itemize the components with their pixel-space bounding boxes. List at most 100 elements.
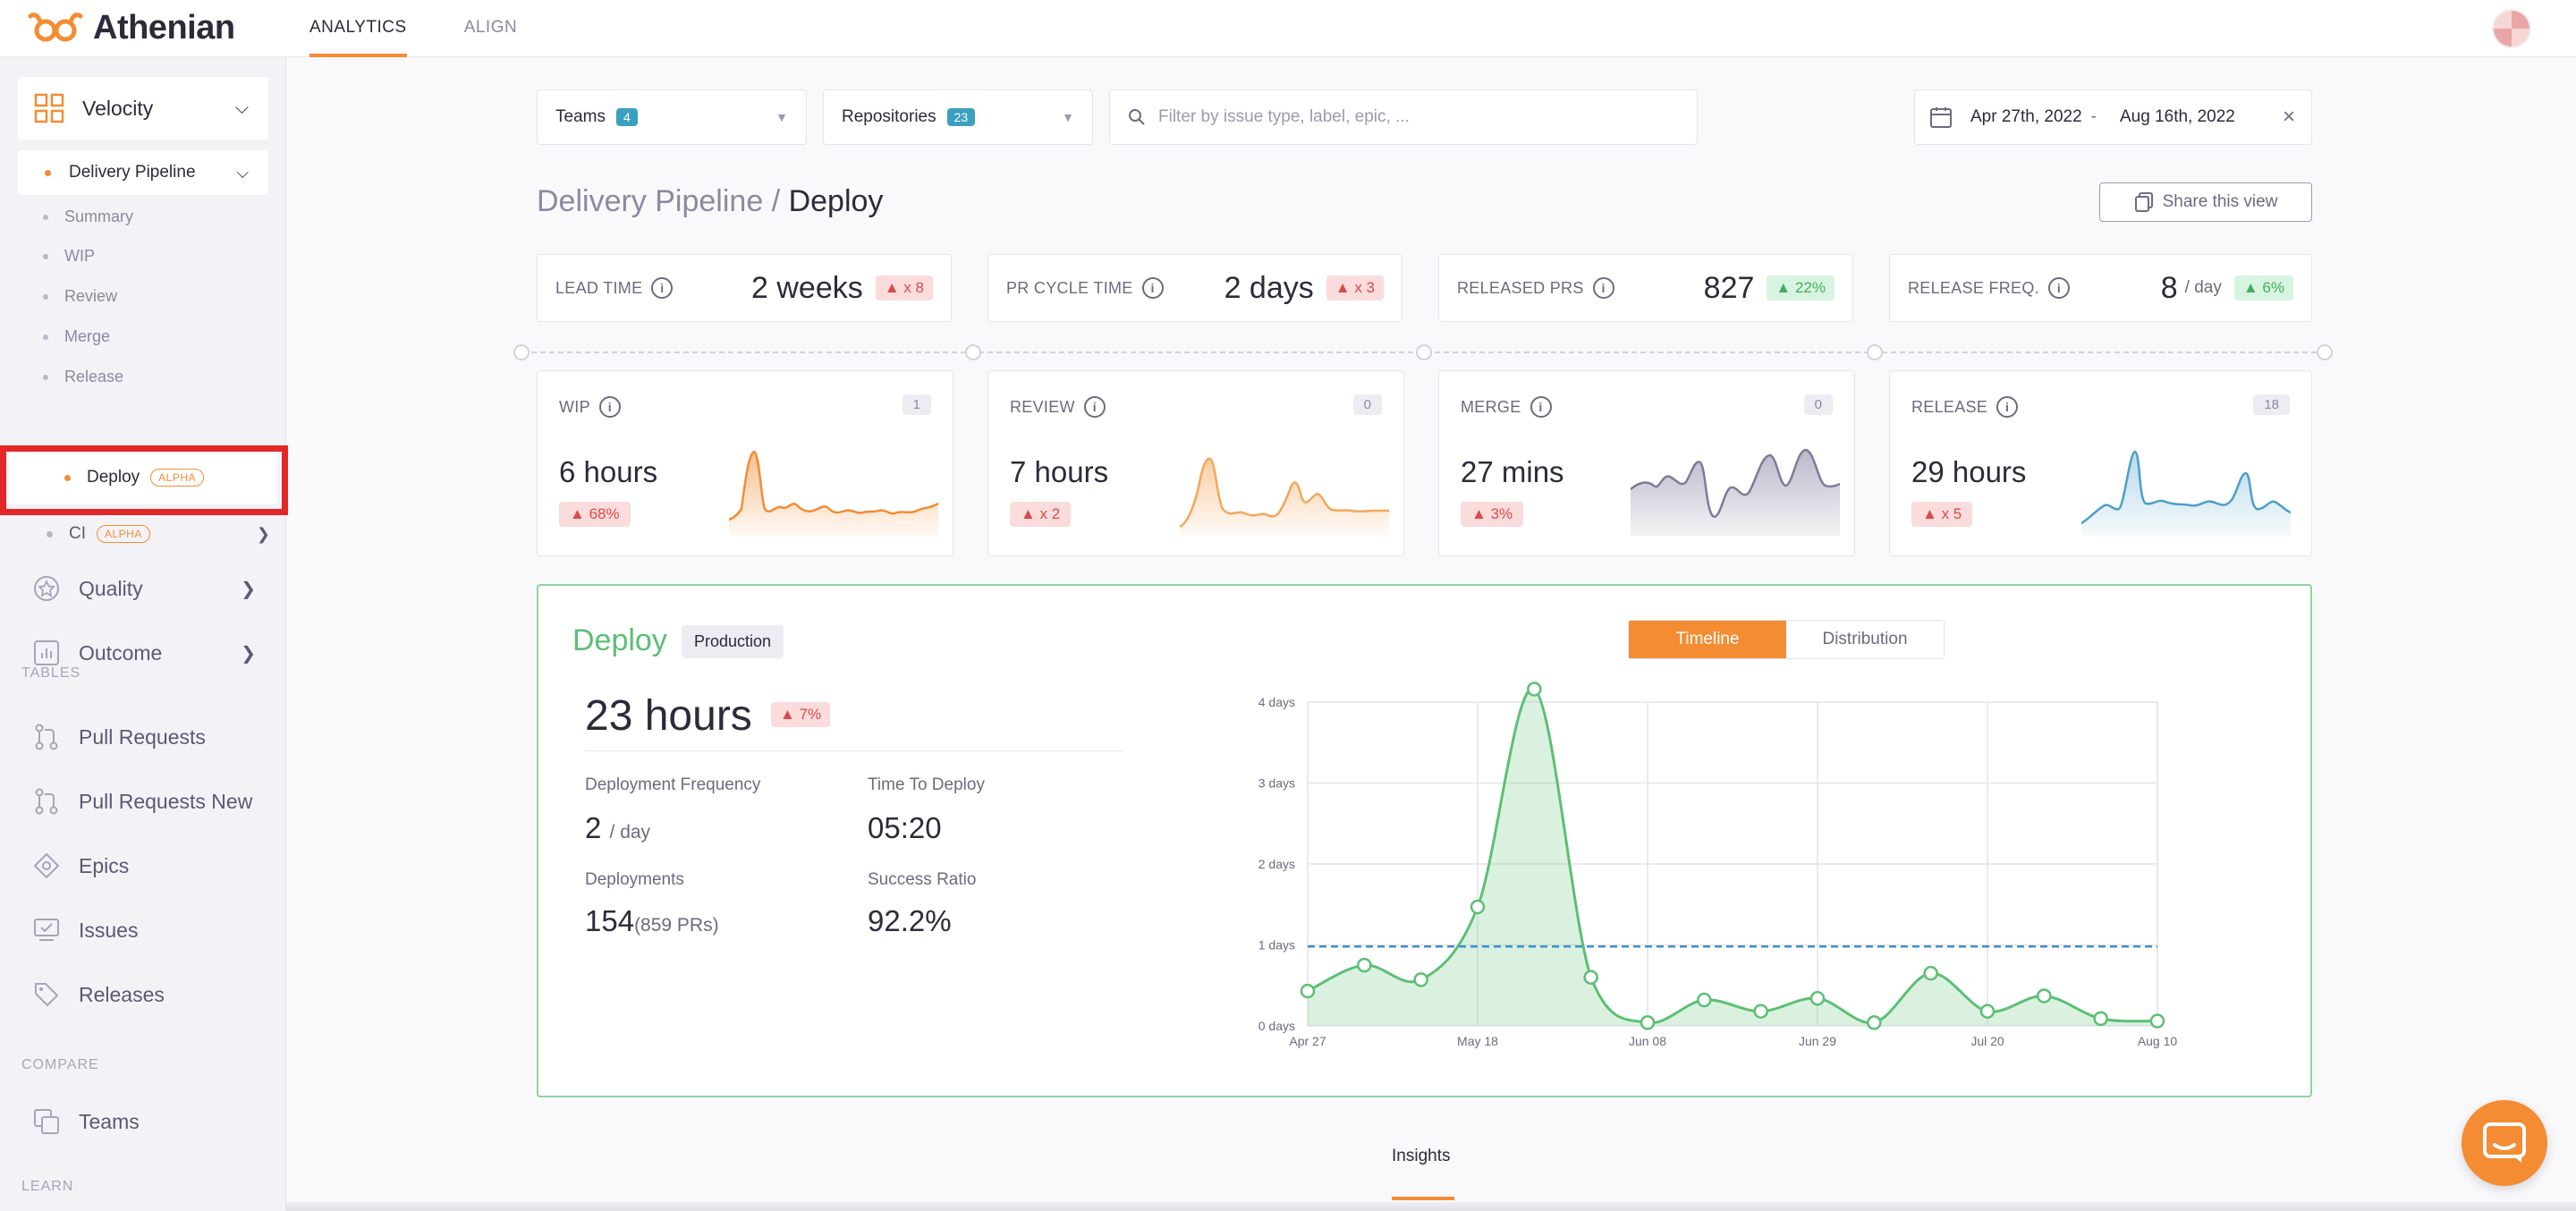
section-header-learn: LEARN — [21, 1179, 74, 1194]
kpi-released-prs[interactable]: RELEASED PRS i 827 ▲ 22% — [1438, 254, 1853, 322]
tab-align[interactable]: ALIGN — [463, 18, 518, 37]
kpi-label: LEAD TIME i — [555, 277, 674, 299]
sidebar-item-label: CI — [69, 524, 86, 543]
sidebar-item-velocity[interactable]: Velocity ⌵ — [18, 77, 268, 140]
search-icon — [1129, 109, 1145, 125]
close-icon[interactable]: × — [2282, 105, 2295, 129]
distribution-toggle-button[interactable]: Distribution — [1786, 621, 1944, 658]
kpi-change-badge: ▲ 22% — [1767, 275, 1835, 301]
data-point — [1640, 1015, 1656, 1030]
date-to[interactable]: Aug 16th, 2022 — [2119, 107, 2235, 126]
page-title: Delivery Pipeline / Deploy — [537, 184, 883, 219]
sidebar-item-pull-requests-new[interactable]: Pull Requests New — [32, 783, 256, 819]
chevron-right-icon: ❯ — [241, 579, 256, 599]
sidebar-item-ci[interactable]: CI ALPHA ❯ — [47, 521, 270, 547]
section-header-tables: TABLES — [21, 665, 81, 681]
y-tick-label: 4 days — [1258, 695, 1295, 709]
sidebar-item-outcome[interactable]: Outcome ❯ — [32, 635, 256, 671]
sidebar-item-release[interactable]: Release — [64, 368, 124, 385]
top-nav: ANALYTICS ALIGN — [309, 0, 517, 57]
pull-request-icon — [35, 788, 58, 815]
search-placeholder: Filter by issue type, label, epic, ... — [1158, 107, 1410, 126]
share-view-label: Share this view — [2162, 192, 2278, 211]
stage-card-merge[interactable]: MERGE i 0 27 mins ▲ 3% — [1438, 370, 1855, 556]
top-bar: Athenian ANALYTICS ALIGN — [0, 0, 2576, 57]
stage-card-wip[interactable]: WIP i 1 6 hours ▲ 68% — [537, 370, 953, 556]
date-range-picker[interactable]: Apr 27th, 2022 - Aug 16th, 2022 × — [1914, 89, 2312, 145]
sidebar-item-issues[interactable]: Issues — [32, 912, 256, 948]
tab-insights[interactable]: Insights — [1392, 1147, 1451, 1165]
sidebar-item-deploy[interactable]: Deploy ALPHA — [9, 451, 277, 504]
kpi-change-badge: ▲ x 8 — [875, 275, 933, 301]
sidebar-item-review[interactable]: Review — [64, 287, 118, 305]
data-point — [1923, 965, 1938, 981]
date-from[interactable]: Apr 27th, 2022 — [1970, 107, 2082, 126]
info-icon[interactable]: i — [1592, 277, 1614, 299]
kpi-pr-cycle-time[interactable]: PR CYCLE TIME i 2 days ▲ x 3 — [987, 254, 1402, 322]
share-view-button[interactable]: Share this view — [2099, 182, 2312, 222]
sidebar-item-pull-requests[interactable]: Pull Requests — [32, 719, 256, 755]
stage-card-review[interactable]: REVIEW i 0 7 hours ▲ x 2 — [987, 370, 1404, 556]
stage-count-badge: 0 — [1803, 394, 1833, 415]
time-to-deploy-label: Time To Deploy — [868, 775, 985, 794]
kpi-value: 827 — [1703, 270, 1755, 305]
kpi-lead-time[interactable]: LEAD TIME i 2 weeks ▲ x 8 — [537, 254, 952, 322]
stage-count-badge: 18 — [2253, 394, 2290, 415]
x-tick-label: Apr 27 — [1289, 1034, 1326, 1048]
teams-filter[interactable]: Teams 4 ▼ — [537, 89, 807, 145]
sidebar-item-quality[interactable]: Quality ❯ — [32, 571, 256, 606]
date-separator: - — [2090, 107, 2097, 126]
alpha-badge: ALPHA — [97, 525, 150, 543]
stage-value: 29 hours — [1911, 455, 2027, 488]
tab-analytics[interactable]: ANALYTICS — [309, 0, 407, 57]
kpi-label-text: RELEASED PRS — [1457, 278, 1584, 297]
sidebar-item-delivery-pipeline[interactable]: Delivery Pipeline ⌵ — [18, 150, 268, 195]
timeline-toggle-button[interactable]: Timeline — [1629, 621, 1786, 658]
sidebar-item-wip[interactable]: WIP — [64, 247, 95, 265]
sparkline-merge — [1631, 448, 1840, 536]
sidebar-item-label: Outcome — [79, 640, 163, 665]
star-badge-icon — [34, 576, 59, 601]
sidebar-item-summary[interactable]: Summary — [64, 207, 134, 225]
logo[interactable]: Athenian — [27, 9, 235, 47]
info-icon[interactable]: i — [2047, 277, 2070, 299]
kpi-release-freq[interactable]: RELEASE FREQ. i 8 / day ▲ 6% — [1889, 254, 2312, 322]
copy-squares-icon — [34, 1109, 59, 1134]
stage-card-release[interactable]: RELEASE i 18 29 hours ▲ x 5 — [1889, 370, 2312, 556]
breadcrumb-delivery-pipeline[interactable]: Delivery Pipeline — [537, 184, 764, 218]
sidebar-item-epics[interactable]: Epics — [32, 848, 256, 884]
info-icon[interactable]: i — [1083, 396, 1106, 418]
search-input[interactable]: Filter by issue type, label, epic, ... — [1109, 89, 1698, 145]
sidebar-item-merge[interactable]: Merge — [64, 327, 111, 345]
sparkline-wip — [729, 450, 938, 536]
repositories-filter[interactable]: Repositories 23 ▼ — [823, 89, 1093, 145]
kpi-change-value: x 8 — [903, 279, 924, 296]
stage-change-badge: ▲ x 5 — [1911, 502, 1973, 527]
info-icon[interactable]: i — [1530, 396, 1552, 418]
series-area — [1308, 688, 2157, 1026]
data-point — [1527, 682, 1542, 697]
deployments-number: 154 — [585, 904, 635, 937]
repositories-filter-label: Repositories — [842, 107, 936, 126]
environment-tag[interactable]: Production — [682, 625, 784, 658]
teams-count-badge: 4 — [615, 108, 638, 126]
kpi-value: 2 weeks — [751, 270, 863, 305]
kpi-label-text: RELEASE FREQ. — [1908, 278, 2039, 297]
info-icon[interactable]: i — [598, 396, 621, 418]
sparkline-review — [1180, 457, 1389, 536]
avatar[interactable] — [2492, 9, 2531, 48]
kpi-label-text: PR CYCLE TIME — [1006, 278, 1133, 297]
info-icon[interactable]: i — [651, 277, 674, 299]
info-icon[interactable]: i — [1141, 277, 1164, 299]
info-icon[interactable]: i — [1996, 396, 2019, 418]
x-tick-label: Jun 08 — [1629, 1034, 1666, 1048]
sidebar-item-releases[interactable]: Releases — [32, 977, 256, 1012]
stage-count-badge: 0 — [1352, 394, 1382, 415]
chat-button[interactable] — [2462, 1100, 2547, 1186]
caret-down-icon: ▼ — [1062, 110, 1074, 124]
y-tick-label: 0 days — [1258, 1019, 1295, 1033]
kpi-change-badge: ▲ 6% — [2233, 275, 2293, 301]
sidebar: Velocity ⌵ Delivery Pipeline ⌵ Summary W… — [0, 57, 288, 1211]
sidebar-item-teams[interactable]: Teams — [32, 1104, 256, 1139]
kpi-change-badge: ▲ x 3 — [1326, 275, 1384, 301]
